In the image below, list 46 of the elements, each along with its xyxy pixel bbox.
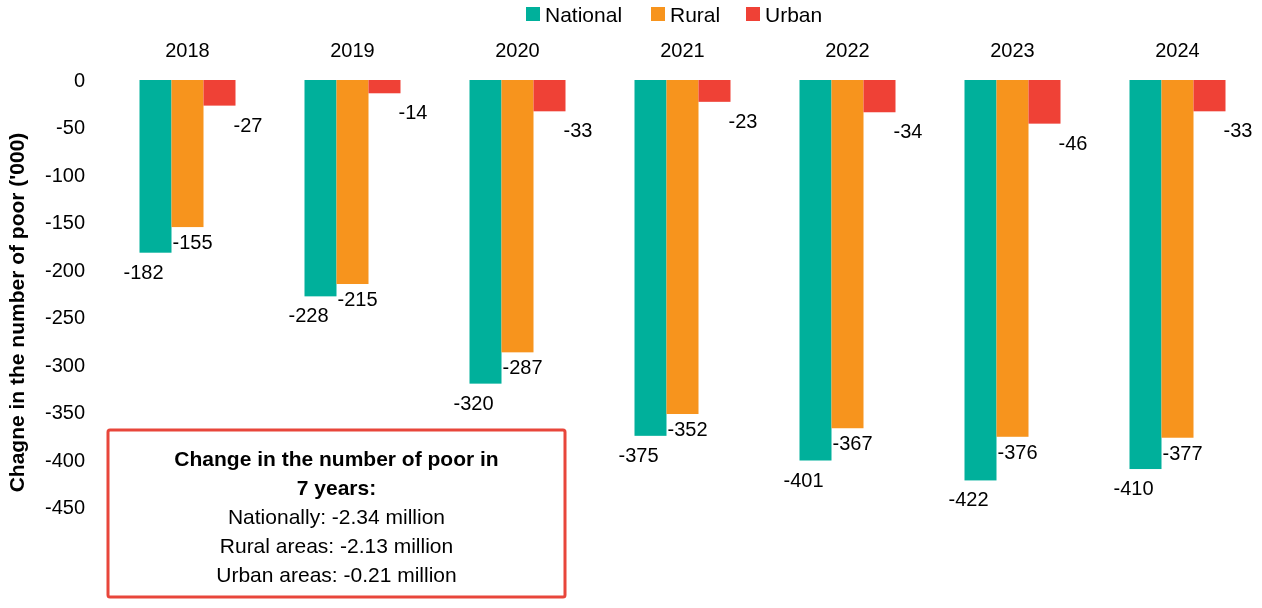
y-tick-label: -50 [56, 116, 85, 139]
text: Rural areas: -2.13 million [219, 534, 454, 557]
data-label: -401 [783, 468, 824, 491]
data-label: -27 [233, 113, 263, 136]
x-tick-label: 2022 [825, 39, 870, 61]
annotation: Change in the number of poor in 7 years: [174, 447, 499, 499]
y-tick-label: -200 [44, 258, 85, 281]
data-label: -367 [832, 432, 873, 455]
data-label: -377 [1162, 441, 1203, 464]
data-label: -14 [398, 101, 428, 124]
data-label: -352 [667, 418, 708, 441]
data-label: -155 [172, 231, 213, 254]
y-tick-label: -350 [44, 401, 85, 424]
x-tick-label: 2019 [330, 39, 375, 61]
data-label: -33 [563, 119, 593, 142]
y-tick-label: -300 [44, 353, 85, 376]
data-label: -376 [997, 440, 1038, 463]
y-tick-label: -150 [44, 211, 85, 234]
x-tick-label: 2024 [1155, 39, 1200, 61]
data-label: -320 [453, 391, 494, 414]
data-label: -422 [948, 488, 989, 511]
data-label: -33 [1223, 119, 1253, 142]
x-tick-label: 2023 [990, 39, 1035, 61]
x-tick-label: 2018 [165, 39, 210, 61]
data-label: -34 [893, 120, 923, 143]
annotation: Nationally: -2.34 million [227, 505, 446, 528]
x-tick-label: 2020 [495, 39, 540, 61]
data-label: -410 [1113, 477, 1154, 500]
x-tick-label: 2021 [660, 39, 705, 61]
text: Urban areas: -0.21 million [216, 563, 457, 586]
data-label: -23 [728, 109, 758, 132]
legend-label: Rural [670, 3, 721, 26]
y-tick-label: 0 [73, 69, 85, 91]
data-label: -215 [337, 288, 378, 311]
y-tick-label: -400 [44, 448, 85, 471]
y-tick-label: -250 [44, 306, 85, 329]
legend-label: National [545, 3, 623, 26]
data-label: -375 [618, 443, 659, 466]
legend-label: Urban [765, 3, 823, 26]
y-tick-label: -450 [44, 496, 85, 518]
data-label: -182 [123, 260, 164, 283]
y-axis-title: Chagne in the number of poor ('000) [5, 132, 28, 493]
data-label: -287 [502, 356, 543, 379]
data-label: -228 [288, 304, 329, 327]
y-tick-label: -100 [44, 163, 85, 186]
data-label: -46 [1058, 131, 1088, 154]
